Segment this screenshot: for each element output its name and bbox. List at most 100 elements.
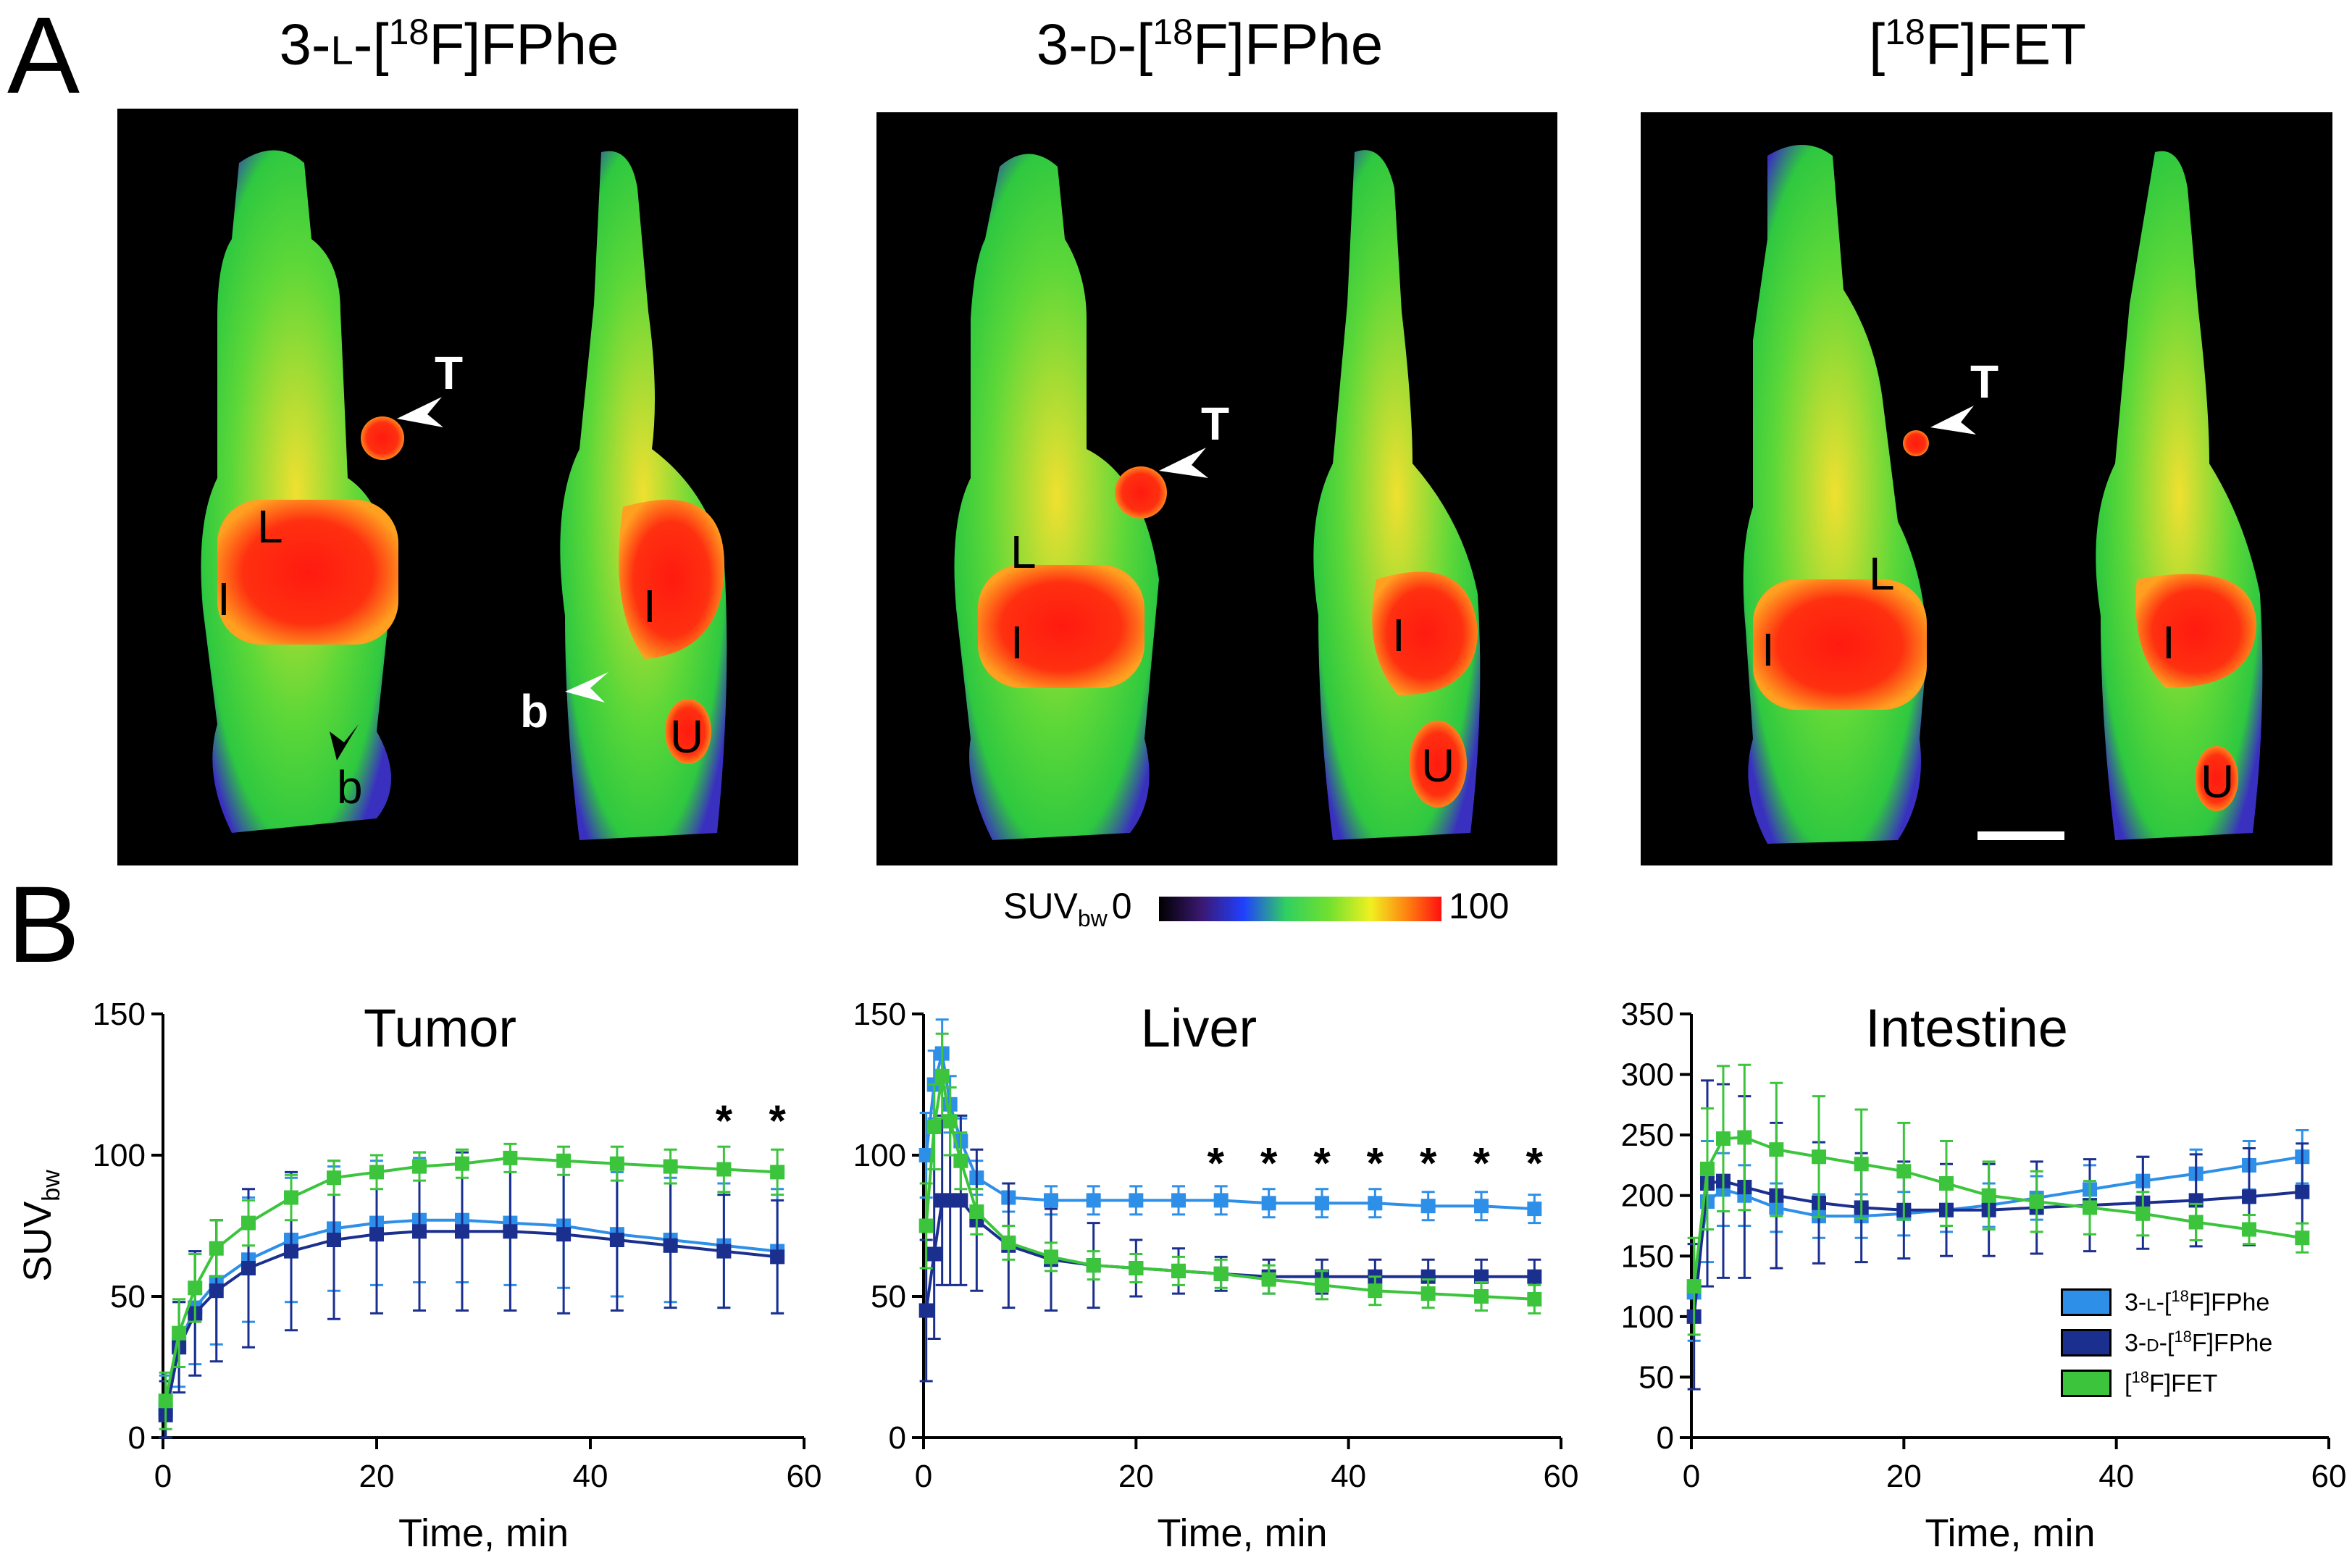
title-part: D — [1087, 27, 1118, 73]
data-point — [455, 1224, 469, 1239]
legend-label: 3-D-[18F]FPhe — [2125, 1328, 2272, 1357]
data-point — [2295, 1184, 2310, 1199]
data-point — [926, 1246, 942, 1262]
mouse-sagittal-2 — [1313, 150, 1481, 840]
series-[18F]FET — [158, 1142, 785, 1430]
data-point — [926, 1120, 942, 1134]
data-point — [1086, 1258, 1101, 1273]
title-part: F]FET — [1925, 12, 2087, 77]
data-point — [2242, 1222, 2256, 1237]
data-point — [503, 1150, 518, 1165]
x-tick-label: 60 — [787, 1459, 822, 1494]
series-line — [924, 1076, 1535, 1301]
data-point — [1420, 1199, 1436, 1214]
legend-swatch — [2061, 1370, 2112, 1397]
significance-marker: * — [1313, 1139, 1331, 1188]
legend-item: [18F]FET — [2061, 1363, 2272, 1404]
data-point — [1001, 1235, 1016, 1250]
label-tumor: T — [435, 347, 464, 399]
arrow-icon — [330, 724, 359, 760]
data-point — [1129, 1193, 1144, 1208]
data-point — [172, 1325, 187, 1341]
mouse-coronal-1 — [201, 150, 404, 833]
label-intestine: I — [1010, 616, 1024, 668]
scale-bar — [1978, 831, 2064, 840]
data-point — [1261, 1272, 1276, 1287]
y-tick-label: 0 — [889, 1420, 906, 1456]
label-intestine: I — [1762, 624, 1775, 676]
data-point — [663, 1159, 678, 1174]
y-tick-label: 0 — [1657, 1420, 1674, 1456]
tracer-title-l-fphe: 3-L-[18F]FPhe — [159, 11, 739, 78]
legend-part: -[ — [2156, 1288, 2172, 1317]
x-tick-label: 60 — [1544, 1459, 1579, 1494]
legend-part: L — [2146, 1295, 2156, 1315]
x-axis-label: Time, min — [1925, 1512, 2095, 1555]
legend-part: F]FPhe — [2191, 1329, 2273, 1357]
y-tick-label: 100 — [93, 1138, 146, 1173]
data-point — [556, 1153, 572, 1168]
data-point — [1315, 1278, 1329, 1293]
data-point — [1368, 1196, 1383, 1211]
significance-marker: * — [1526, 1139, 1544, 1188]
title-part: 18 — [1152, 12, 1193, 52]
legend-part: F]FET — [2148, 1370, 2218, 1398]
data-point — [2295, 1230, 2310, 1246]
title-part: -[ — [1117, 12, 1153, 77]
series-[18F]FET — [1686, 1063, 2310, 1336]
data-point — [1981, 1188, 1996, 1203]
data-point — [1315, 1196, 1329, 1211]
legend-swatch — [2061, 1288, 2112, 1316]
chart-intestine: 0 50 100 150 200 250 300 350 0 20 40 60 Intestine Tim… — [1621, 997, 2347, 1555]
label-liver: L — [1869, 548, 1895, 600]
x-tick-label: 40 — [1331, 1459, 1366, 1494]
y-tick-label: 50 — [871, 1279, 906, 1315]
y-tick-label: 50 — [1639, 1359, 1674, 1395]
data-point — [209, 1241, 224, 1256]
x-tick-label: 60 — [2311, 1459, 2347, 1494]
data-point — [770, 1165, 785, 1180]
legend-part: -[ — [2159, 1329, 2175, 1357]
data-point — [503, 1224, 518, 1239]
series-3-D-[18F]FPhe — [158, 1151, 785, 1439]
data-point — [1171, 1193, 1186, 1208]
data-point — [1896, 1164, 1912, 1179]
x-axis-label: Time, min — [1157, 1512, 1327, 1555]
arrow-icon — [1930, 406, 1976, 435]
y-tick-label: 150 — [93, 997, 146, 1032]
data-point — [284, 1190, 298, 1205]
arrow-icon — [1159, 448, 1208, 478]
charts-area: 0 50 100 150 0 20 40 60 Tumor Time, min SUVbw * * 0 50… — [16, 997, 2347, 1555]
data-point — [412, 1159, 427, 1174]
data-point — [1086, 1193, 1101, 1208]
y-tick-label: 250 — [1621, 1118, 1674, 1153]
x-tick-label: 0 — [915, 1459, 932, 1494]
mouse-coronal-3 — [1743, 145, 1929, 844]
data-point — [188, 1280, 203, 1296]
series-[18F]FET — [918, 1032, 1542, 1315]
data-point — [1716, 1131, 1730, 1146]
data-point — [1474, 1269, 1489, 1284]
significance-marker: * — [769, 1097, 786, 1145]
tracer-title-d-fphe: 3-D-[18F]FPhe — [920, 11, 1499, 78]
colorbar-label: SUVbw 0 — [1003, 885, 1132, 932]
x-tick-label: 40 — [2098, 1459, 2134, 1494]
x-tick-label: 20 — [359, 1459, 395, 1494]
data-point — [609, 1156, 624, 1171]
data-point — [2029, 1194, 2044, 1209]
arrow-icon — [565, 672, 608, 703]
series-line — [164, 1230, 778, 1416]
data-point — [1854, 1157, 1869, 1172]
title-part: 3- — [1036, 12, 1088, 77]
data-point — [1420, 1286, 1436, 1301]
legend-label: 3-L-[18F]FPhe — [2125, 1287, 2269, 1317]
significance-marker: * — [716, 1097, 733, 1145]
label-intestine: I — [643, 580, 656, 632]
x-tick-label: 40 — [573, 1459, 608, 1494]
legend-part: F]FPhe — [2188, 1288, 2270, 1317]
y-axis-label-sub: bw — [38, 1170, 65, 1202]
significance-marker: * — [1367, 1139, 1384, 1188]
data-point — [1474, 1289, 1489, 1304]
legend-part: 3- — [2125, 1329, 2147, 1357]
